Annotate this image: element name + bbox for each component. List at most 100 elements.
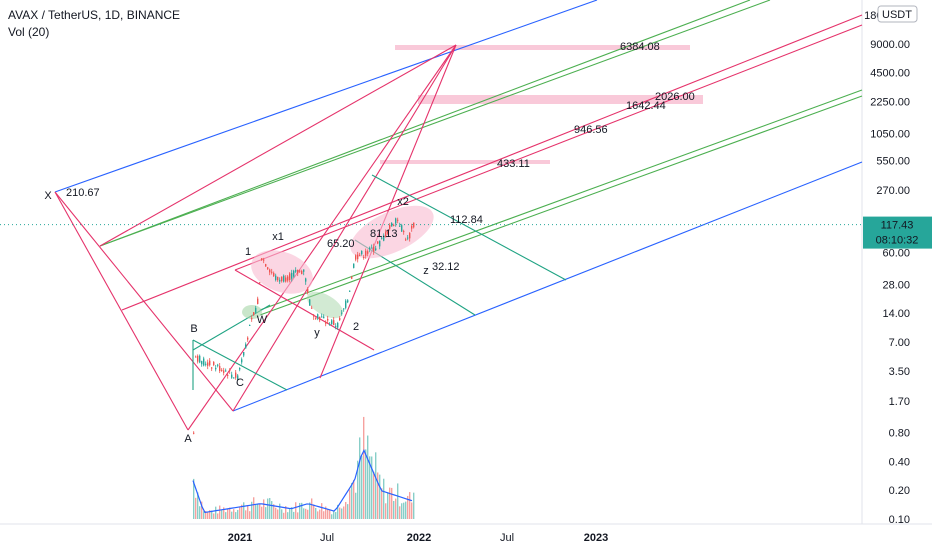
candle-body [251, 318, 253, 320]
candle-body [359, 254, 361, 256]
highlight-ellipse [242, 305, 262, 319]
volume-bar [245, 510, 247, 519]
volume-bar [369, 456, 371, 519]
green-upper-line [99, 0, 771, 247]
price-label: 946.56 [574, 124, 608, 136]
pink-fork-line [54, 191, 189, 431]
candle-body [325, 321, 327, 324]
candle-body [283, 275, 285, 282]
y-tick-label: 0.80 [889, 427, 910, 439]
price-label: 65.20 [327, 238, 355, 250]
candle-body [221, 369, 223, 371]
volume-bar [353, 479, 355, 519]
y-tick-label: 7.00 [889, 337, 910, 349]
volume-bar [299, 502, 301, 519]
candle-body [305, 278, 307, 282]
candle-body [369, 247, 371, 250]
volume-bar [303, 508, 305, 519]
pink-handle-line [187, 44, 457, 431]
candle-body [207, 362, 209, 366]
volume-bar [361, 455, 363, 519]
volume-bar [339, 507, 341, 519]
volume-bar [279, 503, 281, 519]
volume-bar [355, 492, 357, 519]
candle-body [277, 276, 279, 281]
volume-bar [285, 506, 287, 519]
green-lower-line [259, 89, 863, 311]
pink-fork-line [319, 44, 457, 379]
highlight-ellipse [350, 205, 434, 259]
volume-bar [199, 506, 201, 519]
volume-bar [393, 500, 395, 519]
volume-bar [205, 510, 207, 519]
y-tick-label: 2250.00 [870, 97, 910, 109]
highlight-ellipse [251, 250, 313, 294]
candle-body [261, 258, 263, 261]
candle-body [295, 270, 297, 272]
candle-body [389, 224, 391, 229]
candle-body [319, 316, 321, 321]
volume-bar [407, 495, 409, 519]
price-label: 6384.08 [620, 41, 660, 53]
zone-rect [395, 45, 690, 50]
candle-body [379, 240, 381, 247]
y-tick-label: 60.00 [882, 248, 910, 260]
candle-body [247, 337, 249, 340]
blue-upper-line [54, 0, 598, 193]
volume-bar [249, 511, 251, 519]
volume-bar [351, 482, 353, 519]
candle-body [363, 256, 365, 258]
candle-body [343, 308, 345, 310]
volume-bar [207, 511, 209, 519]
volume-bar [235, 512, 237, 519]
candle-body [263, 259, 265, 261]
volume-bar [193, 478, 195, 519]
volume-bar [209, 510, 211, 519]
candle-body [219, 366, 221, 371]
y-tick-label: 1.70 [889, 396, 910, 408]
zone-rect [380, 160, 550, 164]
y-tick-label: 0.40 [889, 456, 910, 468]
volume-bar [301, 502, 303, 519]
volume-bar [229, 507, 231, 519]
candle-body [329, 324, 331, 326]
candle-body [269, 269, 271, 273]
candle-body [267, 267, 269, 269]
volume-bar [265, 507, 267, 519]
y-tick-label: 270.00 [876, 185, 910, 197]
highlight-ellipse [306, 291, 344, 319]
wave-label: B [190, 323, 197, 335]
candle-body [201, 361, 203, 365]
volume-bar [365, 449, 367, 519]
green-upper-line [99, 0, 751, 247]
candle-body [273, 272, 275, 277]
volume-bar [221, 510, 223, 519]
candle-body [239, 368, 241, 370]
candle-body [303, 269, 305, 272]
candle-body [285, 277, 287, 282]
volume-bar [241, 504, 243, 519]
volume-bar [271, 501, 273, 519]
volume-bar [247, 505, 249, 519]
candle-body [351, 276, 353, 279]
volume-bar [363, 416, 365, 519]
candle-body [279, 279, 281, 282]
volume-bar [381, 488, 383, 519]
candle-body [259, 282, 261, 284]
candle-body [281, 276, 283, 282]
volume-bar [375, 452, 377, 519]
candle-body [215, 367, 217, 370]
candle-body [205, 363, 207, 365]
volume-bar [387, 492, 389, 519]
blue-lower-line [232, 161, 863, 412]
candle-body [375, 248, 377, 251]
volume-bar [295, 502, 297, 519]
candle-body [413, 222, 415, 228]
candle-body [199, 355, 201, 363]
candle-body [209, 360, 211, 366]
candle-body [237, 375, 239, 380]
y-tick-label: 1050.00 [870, 128, 910, 140]
volume-bar [343, 506, 345, 519]
volume-bar [319, 509, 321, 519]
